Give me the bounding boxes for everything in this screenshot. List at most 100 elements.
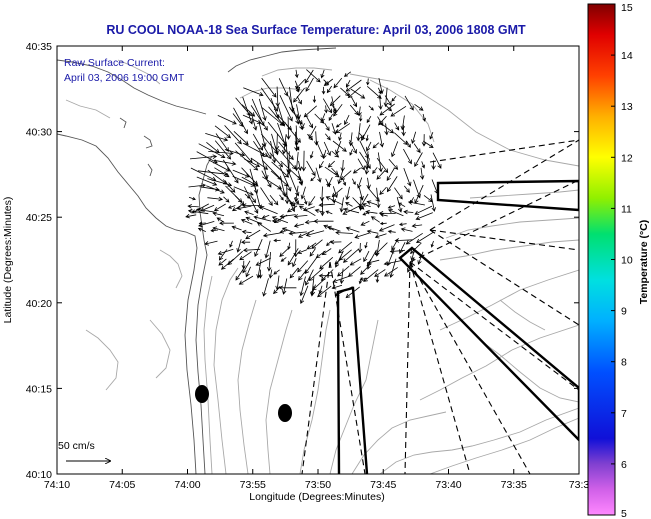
current-vector xyxy=(335,250,344,268)
current-vector xyxy=(279,229,289,234)
current-vector xyxy=(309,248,316,257)
current-vector xyxy=(400,227,413,232)
current-vector xyxy=(212,226,225,232)
current-vector xyxy=(357,177,363,189)
current-vector xyxy=(243,87,264,97)
current-vector xyxy=(293,87,305,103)
current-vector xyxy=(305,114,313,129)
colorbar-tick-label: 11 xyxy=(621,203,632,215)
map-area: Raw Surface Current: April 03, 2006 19:0… xyxy=(56,45,580,475)
current-vector xyxy=(303,197,308,205)
current-vector xyxy=(391,141,399,158)
current-vector xyxy=(292,258,297,268)
colorbar-tick-label: 5 xyxy=(621,508,627,519)
current-vector xyxy=(322,149,327,160)
current-vector xyxy=(261,170,272,188)
current-vector xyxy=(379,221,387,226)
current-vector xyxy=(324,122,330,132)
current-vector xyxy=(335,230,353,235)
current-vector xyxy=(335,140,342,155)
x-tick-label: 74:05 xyxy=(109,479,135,491)
current-vector xyxy=(185,213,197,219)
x-tick-label: 74:00 xyxy=(174,479,200,491)
current-vector xyxy=(258,269,263,279)
current-vector xyxy=(394,238,413,243)
current-vector xyxy=(414,152,423,168)
current-vector xyxy=(239,251,252,261)
x-axis-ticks: 74:10 74:05 74:00 73:55 73:50 73:45 73:40 73:35… xyxy=(44,46,589,491)
current-vector xyxy=(403,185,410,193)
current-vector xyxy=(331,187,343,198)
current-vector xyxy=(388,209,404,217)
current-vector xyxy=(240,218,253,225)
current-vector xyxy=(326,240,332,247)
current-vector xyxy=(187,204,199,209)
current-vector xyxy=(235,266,246,281)
current-vector xyxy=(208,150,234,156)
current-vector xyxy=(279,214,296,219)
colorbar-gradient xyxy=(587,3,616,516)
current-vector xyxy=(394,187,403,200)
current-vector xyxy=(280,179,287,198)
current-vector xyxy=(320,113,326,123)
current-vector xyxy=(337,169,344,185)
current-vector xyxy=(352,167,361,174)
current-vector xyxy=(189,154,218,160)
current-vector xyxy=(210,228,219,233)
current-vector xyxy=(318,285,323,295)
current-vector xyxy=(314,208,324,213)
current-vector xyxy=(252,133,264,151)
current-vector xyxy=(297,160,302,172)
current-vector xyxy=(300,186,306,200)
current-vector xyxy=(309,151,314,159)
current-vector xyxy=(386,167,395,182)
current-vector xyxy=(280,160,302,181)
current-vector xyxy=(294,125,300,146)
current-vector xyxy=(342,205,360,215)
current-vector xyxy=(417,251,424,265)
current-vector xyxy=(250,105,268,131)
current-vector xyxy=(343,207,360,214)
current-vector xyxy=(313,218,334,224)
current-vector xyxy=(407,200,425,206)
current-vector xyxy=(315,167,322,183)
current-vector xyxy=(289,267,299,279)
current-vector xyxy=(293,214,308,219)
current-vector xyxy=(287,170,300,197)
current-vector xyxy=(236,205,252,211)
current-vector xyxy=(411,223,423,228)
current-vector xyxy=(372,167,378,175)
current-vector xyxy=(357,106,362,117)
current-vector xyxy=(284,185,290,205)
current-vector xyxy=(310,284,316,296)
current-vector xyxy=(273,238,281,243)
current-vector xyxy=(430,194,436,212)
current-vector xyxy=(323,78,334,87)
current-vector xyxy=(205,133,229,142)
current-vector xyxy=(220,258,234,270)
current-vector xyxy=(245,229,261,240)
current-vector xyxy=(390,105,407,117)
current-vector xyxy=(366,141,372,152)
current-vector xyxy=(286,151,292,175)
current-vector xyxy=(207,196,224,202)
current-vector xyxy=(321,248,332,256)
current-vector xyxy=(400,115,406,131)
current-vector xyxy=(287,242,291,250)
current-vector xyxy=(232,113,244,127)
current-vector xyxy=(422,140,434,148)
current-vector xyxy=(305,269,314,286)
current-vector xyxy=(364,151,370,170)
current-vector xyxy=(279,95,293,122)
current-vector xyxy=(259,206,278,215)
current-vector xyxy=(327,177,333,188)
current-vector xyxy=(346,79,351,88)
current-vector xyxy=(329,95,341,107)
current-vector xyxy=(325,210,333,215)
current-vector xyxy=(229,240,233,248)
x-tick-label: 73:45 xyxy=(370,479,396,491)
x-axis-label: Longitude (Degrees:Minutes) xyxy=(249,491,384,503)
current-vector xyxy=(364,158,370,175)
current-vector xyxy=(304,69,314,84)
x-tick-label: 73:50 xyxy=(305,479,331,491)
